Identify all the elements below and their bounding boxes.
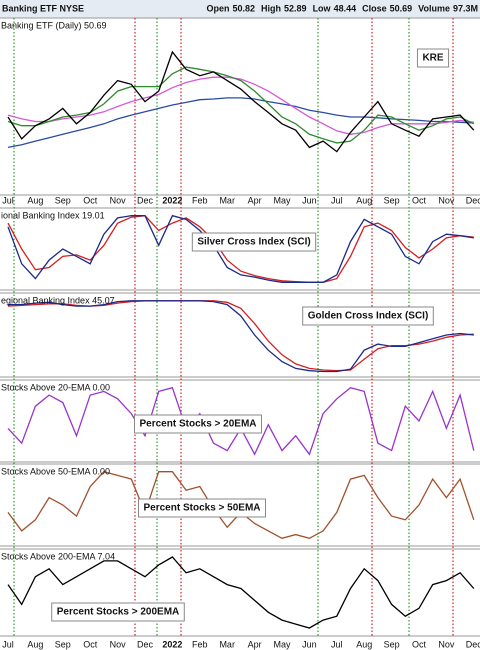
series-line [7, 66, 475, 144]
stat-label: Volume [418, 3, 450, 13]
panel-title: ional Banking Index 19.01 [1, 210, 105, 220]
annotation: Percent Stocks > 200EMA [57, 607, 180, 618]
x-tick-label: Aug [27, 195, 43, 205]
annotation-box [51, 602, 185, 622]
x-tick-label: Apr [248, 639, 262, 649]
symbol-line: Banking ETF NYSE [2, 3, 84, 13]
panel-title: Stocks Above 20-EMA 0.00 [1, 382, 110, 392]
x-tick-label: Sep [384, 639, 400, 649]
series-line [7, 50, 475, 153]
x-tick-label: Aug [356, 195, 372, 205]
stat-label: High [261, 3, 281, 13]
stat-value: 48.44 [334, 3, 357, 13]
x-tick-label: Oct [412, 195, 427, 205]
annotation-box [416, 48, 450, 68]
x-tick-label: May [273, 639, 291, 649]
x-tick-label: Nov [110, 195, 127, 205]
panel-title: Banking ETF (Daily) 50.69 [1, 20, 107, 30]
x-tick-label: Jun [302, 195, 317, 205]
x-tick-label: Feb [192, 639, 208, 649]
x-tick-label: Aug [27, 639, 43, 649]
stat-value: 97.3M [453, 3, 478, 13]
series-line [8, 300, 474, 373]
series-line [7, 215, 474, 283]
stat-value: 52.89 [284, 3, 307, 13]
stat-label: Low [313, 3, 332, 13]
x-tick-label: Dec [137, 195, 154, 205]
x-tick-label: Jun [302, 639, 317, 649]
x-tick-label: Jul [2, 195, 14, 205]
stat-value: 50.69 [390, 3, 413, 13]
annotation-box [138, 498, 266, 518]
x-tick-label: May [273, 195, 291, 205]
series-line [7, 76, 474, 135]
x-tick-label: Jul [331, 639, 343, 649]
annotation: Percent Stocks > 20EMA [140, 419, 257, 430]
annotation-box [191, 232, 317, 252]
x-tick-label: Jul [2, 639, 14, 649]
x-tick-label: Apr [248, 195, 262, 205]
x-tick-label: Oct [83, 639, 98, 649]
annotation: Golden Cross Index (SCI) [308, 311, 429, 322]
x-tick-label: Jul [331, 195, 343, 205]
x-tick-label: Aug [356, 639, 372, 649]
stat-label: Open [206, 3, 229, 13]
stat-label: Close [362, 3, 387, 13]
annotation: Percent Stocks > 50EMA [144, 503, 261, 514]
x-tick-label: Feb [192, 195, 208, 205]
x-tick-label: Nov [110, 639, 127, 649]
header-bar [0, 0, 480, 18]
x-tick-label: Nov [438, 639, 455, 649]
panel-title: Stocks Above 50-EMA 0.00 [1, 466, 110, 476]
x-tick-label: Oct [83, 195, 98, 205]
series-line [7, 556, 475, 629]
annotation-box [302, 306, 434, 326]
x-tick-label: Dec [466, 195, 480, 205]
panel-title: Stocks Above 200-EMA 7.04 [1, 551, 115, 561]
x-tick-label: 2022 [162, 639, 182, 649]
panel-title: egional Banking Index 45.07 [1, 295, 115, 305]
annotation: KRE [422, 53, 443, 64]
x-tick-label: Sep [55, 195, 71, 205]
x-tick-label: Nov [438, 195, 455, 205]
series-line [7, 214, 474, 283]
x-tick-label: Mar [219, 195, 235, 205]
annotation-box [134, 414, 262, 434]
x-tick-label: Sep [384, 195, 400, 205]
x-tick-label: Sep [55, 639, 71, 649]
annotation: Silver Cross Index (SCI) [197, 237, 310, 248]
x-tick-label: Dec [137, 639, 154, 649]
x-tick-label: Mar [219, 639, 235, 649]
x-tick-label: Oct [412, 639, 427, 649]
x-tick-label: Dec [466, 639, 480, 649]
stat-value: 50.82 [233, 3, 256, 13]
x-tick-label: 2022 [162, 195, 182, 205]
